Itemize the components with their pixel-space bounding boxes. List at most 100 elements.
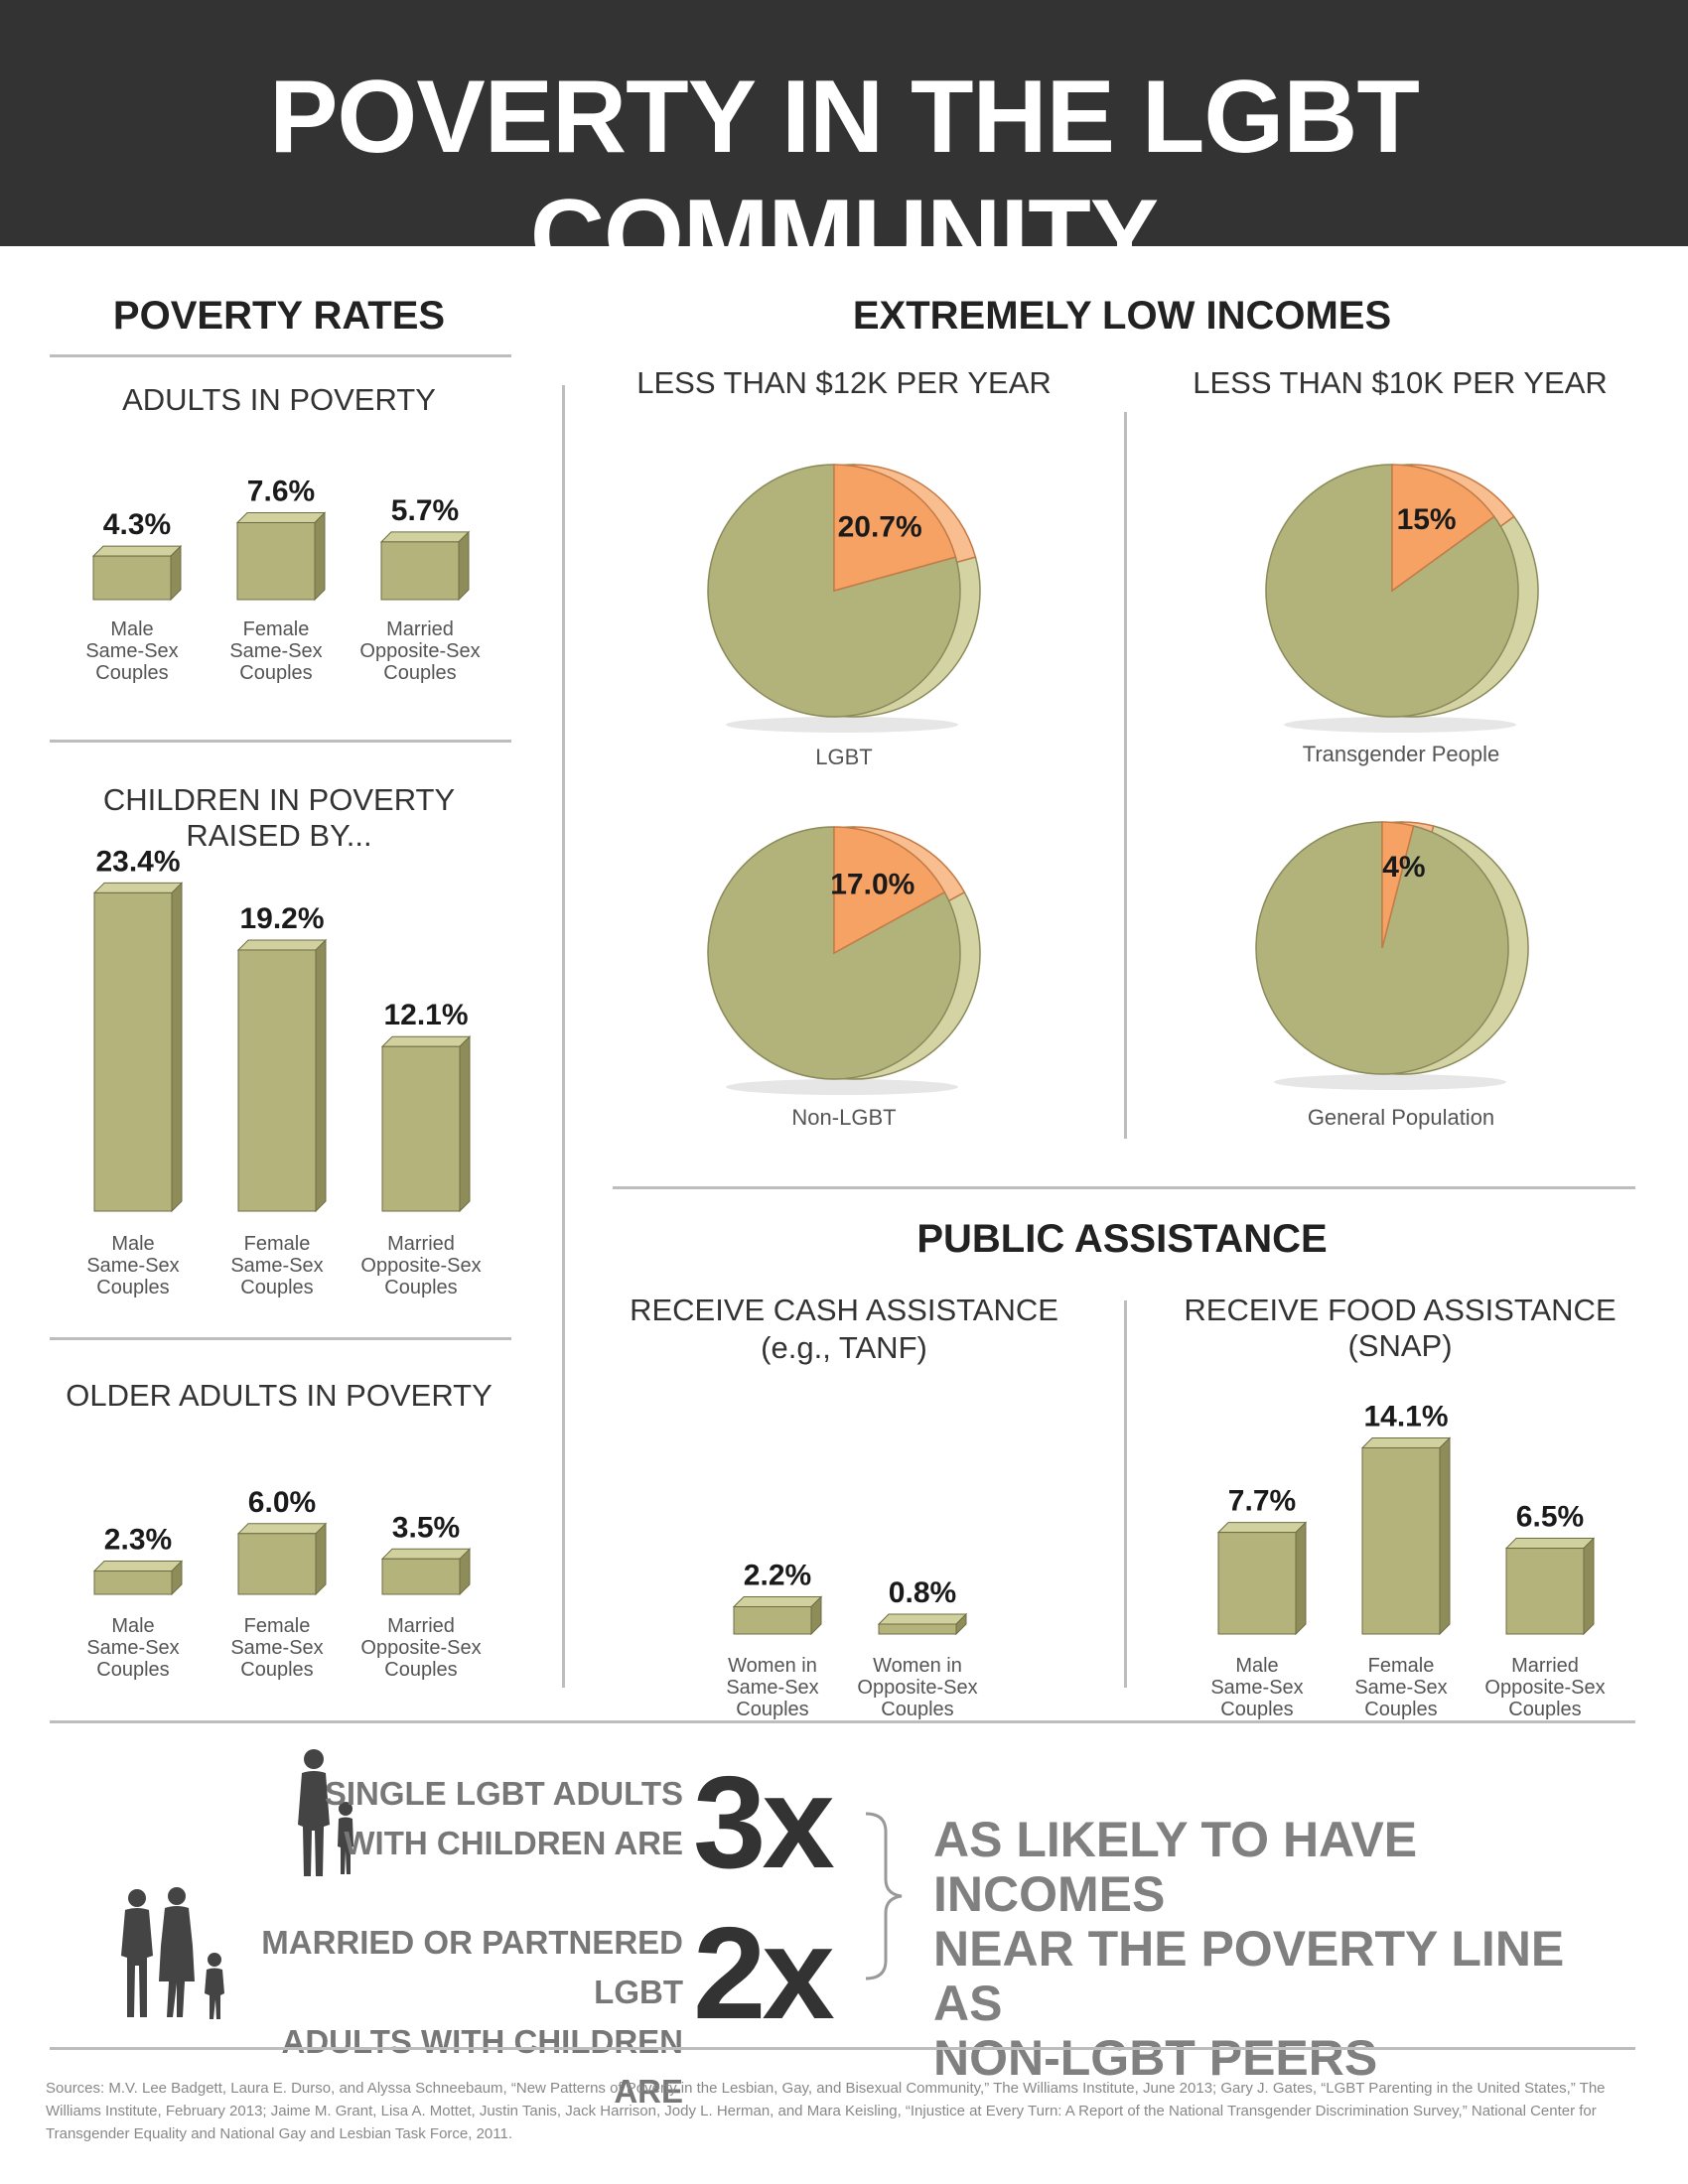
- bar-front-face: [93, 891, 173, 1212]
- bar-top-face: [380, 1548, 472, 1560]
- category-label: Same-Sex: [229, 640, 322, 662]
- bar-married-opposite-sex-couples: [380, 1035, 472, 1213]
- bar-side-face: [1295, 1521, 1307, 1636]
- bar-top-face: [92, 1561, 184, 1572]
- cash-assistance-title: RECEIVE CASH ASSISTANCE: [630, 1293, 1058, 1327]
- category-label: Couples: [240, 1659, 313, 1681]
- category-label: Married: [1511, 1655, 1579, 1677]
- category-label: Male: [1235, 1655, 1278, 1677]
- statement-line-2: NEAR THE POVERTY LINE AS: [933, 1921, 1565, 2031]
- bar-top-face: [877, 1613, 968, 1625]
- pie-slice-highlight: [1381, 821, 1415, 949]
- bar-front-face: [237, 949, 317, 1212]
- bar-female-same-sex-couples: [236, 1522, 328, 1596]
- pie-label-general-population: General Population: [1307, 1105, 1495, 1130]
- category-label: Female: [243, 618, 310, 640]
- children-poverty-bar-chart: 23.4%MaleSame-SexCouples19.2%FemaleSame-…: [86, 845, 481, 1298]
- bar-value-label: 6.5%: [1516, 1501, 1584, 1534]
- bar-side-face: [1439, 1436, 1451, 1636]
- children-in-poverty-title: CHILDREN IN POVERTY RAISED BY...: [102, 782, 456, 853]
- category-label: Opposite-Sex: [857, 1677, 977, 1699]
- pie-slice-highlight: [833, 464, 957, 592]
- married-lgbt-text: MARRIED OR PARTNERED LGBT ADULTS WITH CH…: [218, 1918, 683, 2116]
- divider: [613, 1186, 1635, 1189]
- bar-value-label: 7.6%: [247, 475, 315, 507]
- pie-value-label: 17.0%: [830, 868, 914, 900]
- bar-value-label: 23.4%: [95, 845, 180, 878]
- single-lgbt-text: SINGLE LGBT ADULTS WITH CHILDREN ARE: [318, 1769, 683, 1868]
- bar-front-face: [1217, 1532, 1297, 1635]
- bar-top-face: [379, 531, 471, 543]
- bar-value-label: 19.2%: [239, 902, 324, 935]
- multiplier-3x: 3x: [693, 1749, 835, 1895]
- bar-side-face: [315, 1522, 327, 1596]
- bar-front-face: [1505, 1548, 1585, 1635]
- bar-top-face: [380, 1035, 472, 1047]
- bar-female-same-sex-couples: [1360, 1436, 1452, 1636]
- adults-poverty-bar-chart: 4.3%MaleSame-SexCouples7.6%FemaleSame-Se…: [85, 475, 480, 684]
- category-label: Couples: [1364, 1699, 1437, 1720]
- pie-chart-non-lgbt: 17.0%: [707, 826, 981, 1095]
- category-label: Opposite-Sex: [360, 1637, 481, 1659]
- bar-front-face: [92, 555, 172, 601]
- pie-shadow: [726, 1079, 958, 1095]
- bar-top-face: [236, 939, 328, 951]
- divider: [50, 740, 511, 743]
- bar-women-in-opposite-sex-couples: [877, 1612, 968, 1636]
- bar-married-opposite-sex-couples: [380, 1548, 472, 1596]
- comparison-statement: AS LIKELY TO HAVE INCOMES NEAR THE POVER…: [933, 1813, 1628, 2086]
- single-lgbt-line-1: SINGLE LGBT ADULTS: [324, 1775, 683, 1812]
- category-label: Couples: [881, 1699, 953, 1720]
- bar-married-opposite-sex-couples: [1504, 1537, 1596, 1636]
- bar-male-same-sex-couples: [92, 882, 184, 1213]
- bar-value-label: 3.5%: [392, 1511, 460, 1544]
- category-label: Women in: [873, 1655, 962, 1677]
- category-label: Couples: [240, 1277, 313, 1298]
- category-label: Same-Sex: [1354, 1677, 1447, 1699]
- category-label: Couples: [384, 1277, 457, 1298]
- category-label: Couples: [1508, 1699, 1581, 1720]
- statement-line-3: NON-LGBT PEERS: [933, 2030, 1378, 2086]
- category-label: Female: [244, 1233, 311, 1255]
- bar-value-label: 4.3%: [103, 508, 171, 541]
- bar-side-face: [458, 530, 470, 602]
- bar-top-face: [1216, 1522, 1308, 1534]
- bar-side-face: [170, 544, 182, 602]
- bar-value-label: 2.3%: [104, 1524, 172, 1557]
- divider: [50, 2047, 1635, 2050]
- bar-value-label: 2.2%: [744, 1560, 811, 1592]
- parent-with-child-silhouette-icon: [298, 1749, 353, 1876]
- category-label: Same-Sex: [86, 1255, 179, 1277]
- bar-male-same-sex-couples: [1216, 1521, 1308, 1636]
- column-divider: [1124, 1300, 1127, 1688]
- bar-side-face: [314, 511, 326, 602]
- header-banner: POVERTY IN THE LGBT COMMUNITY: [0, 0, 1688, 294]
- poverty-rates-title: POVERTY RATES: [112, 294, 446, 338]
- bar-front-face: [380, 541, 460, 601]
- bar-married-opposite-sex-couples: [379, 530, 471, 602]
- pie-slice-highlight: [1391, 464, 1495, 593]
- category-label: Same-Sex: [1210, 1677, 1303, 1699]
- category-label: Couples: [239, 662, 312, 684]
- category-label: Female: [1368, 1655, 1435, 1677]
- category-label: Couples: [384, 1659, 457, 1681]
- bar-value-label: 6.0%: [248, 1486, 316, 1519]
- pie-shadow: [1274, 1074, 1506, 1090]
- bar-value-label: 14.1%: [1363, 1400, 1448, 1433]
- bar-side-face: [459, 1035, 471, 1213]
- adults-in-poverty-title: ADULTS IN POVERTY: [122, 382, 436, 417]
- pie-chart-general-population: 4%: [1255, 821, 1529, 1090]
- pie-chart-lgbt: 20.7%: [707, 464, 981, 733]
- pie-label-non-lgbt: Non-LGBT: [791, 1105, 897, 1130]
- bar-value-label: 5.7%: [391, 494, 459, 527]
- older-adults-poverty-title: OLDER ADULTS IN POVERTY: [66, 1378, 492, 1413]
- divider: [50, 354, 511, 357]
- bar-front-face: [381, 1558, 461, 1595]
- category-label: Women in: [728, 1655, 817, 1677]
- column-divider: [1124, 412, 1127, 1139]
- sources-text: Sources: M.V. Lee Badgett, Laura E. Durs…: [46, 2080, 1606, 2142]
- category-label: Opposite-Sex: [360, 1255, 481, 1277]
- married-lgbt-line-1: MARRIED OR PARTNERED LGBT: [261, 1924, 683, 2010]
- category-label: Opposite-Sex: [359, 640, 480, 662]
